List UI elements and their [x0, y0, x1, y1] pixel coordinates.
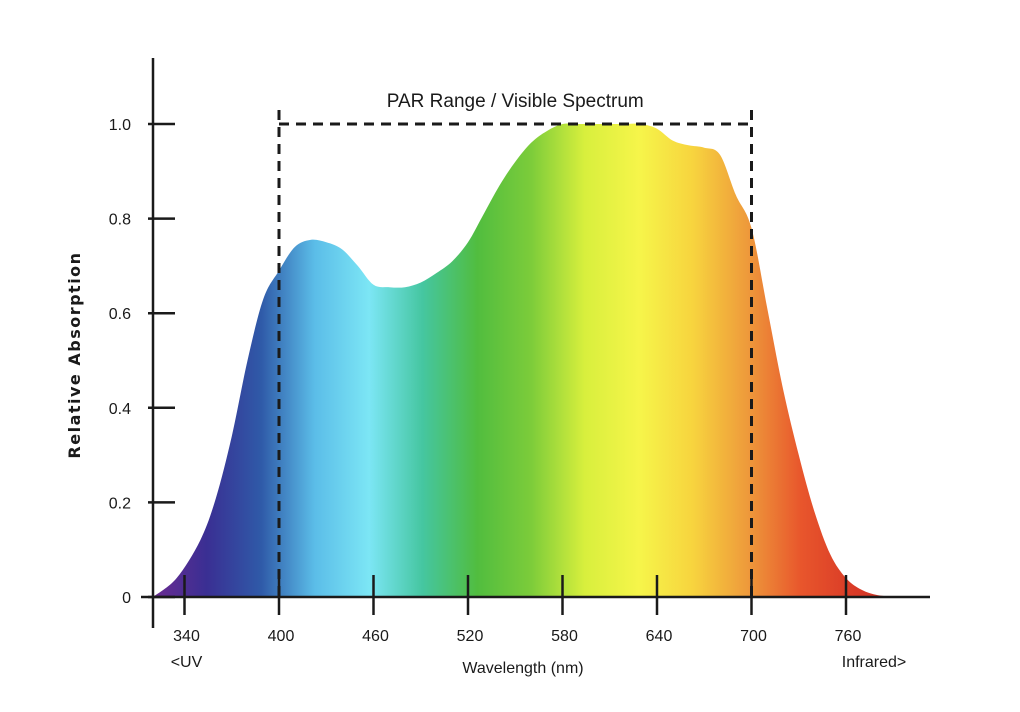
area-layer [153, 123, 909, 597]
x-tick-label: 760 [835, 628, 862, 645]
y-tick-label: 0.2 [109, 495, 131, 512]
range-annotation: PAR Range / Visible Spectrum [277, 91, 753, 597]
x-tick-label: 700 [740, 628, 767, 645]
x-tick-label: 520 [457, 628, 484, 645]
y-tick-label: 0.8 [109, 212, 131, 229]
x-tick-label: 340 [173, 628, 200, 645]
range-label: PAR Range / Visible Spectrum [387, 91, 644, 112]
x-tick-label: 580 [551, 628, 578, 645]
y-tick-label: 1.0 [109, 117, 131, 134]
uv-end-label: <UV [171, 654, 203, 671]
x-tick-label: 400 [268, 628, 295, 645]
y-tick-label: 0 [122, 590, 131, 607]
infrared-end-label: Infrared> [842, 654, 906, 671]
y-tick-label: 0.4 [109, 401, 131, 418]
y-tick-label: 0.6 [109, 306, 131, 323]
y-axis: 0 0.2 0.4 0.6 0.8 1.0 Relative Absorption [65, 58, 175, 628]
y-ticks: 0 0.2 0.4 0.6 0.8 1.0 [109, 117, 175, 607]
y-axis-title: Relative Absorption [65, 251, 84, 458]
x-tick-label: 640 [646, 628, 673, 645]
spectrum-area [153, 123, 909, 597]
x-ticks: 340 400 460 520 580 640 700 760 [173, 575, 861, 645]
x-tick-label: 460 [362, 628, 389, 645]
x-axis-title: Wavelength (nm) [462, 660, 583, 677]
x-axis: 340 400 460 520 580 640 700 760 Wavelength (nm)… [141, 575, 930, 677]
